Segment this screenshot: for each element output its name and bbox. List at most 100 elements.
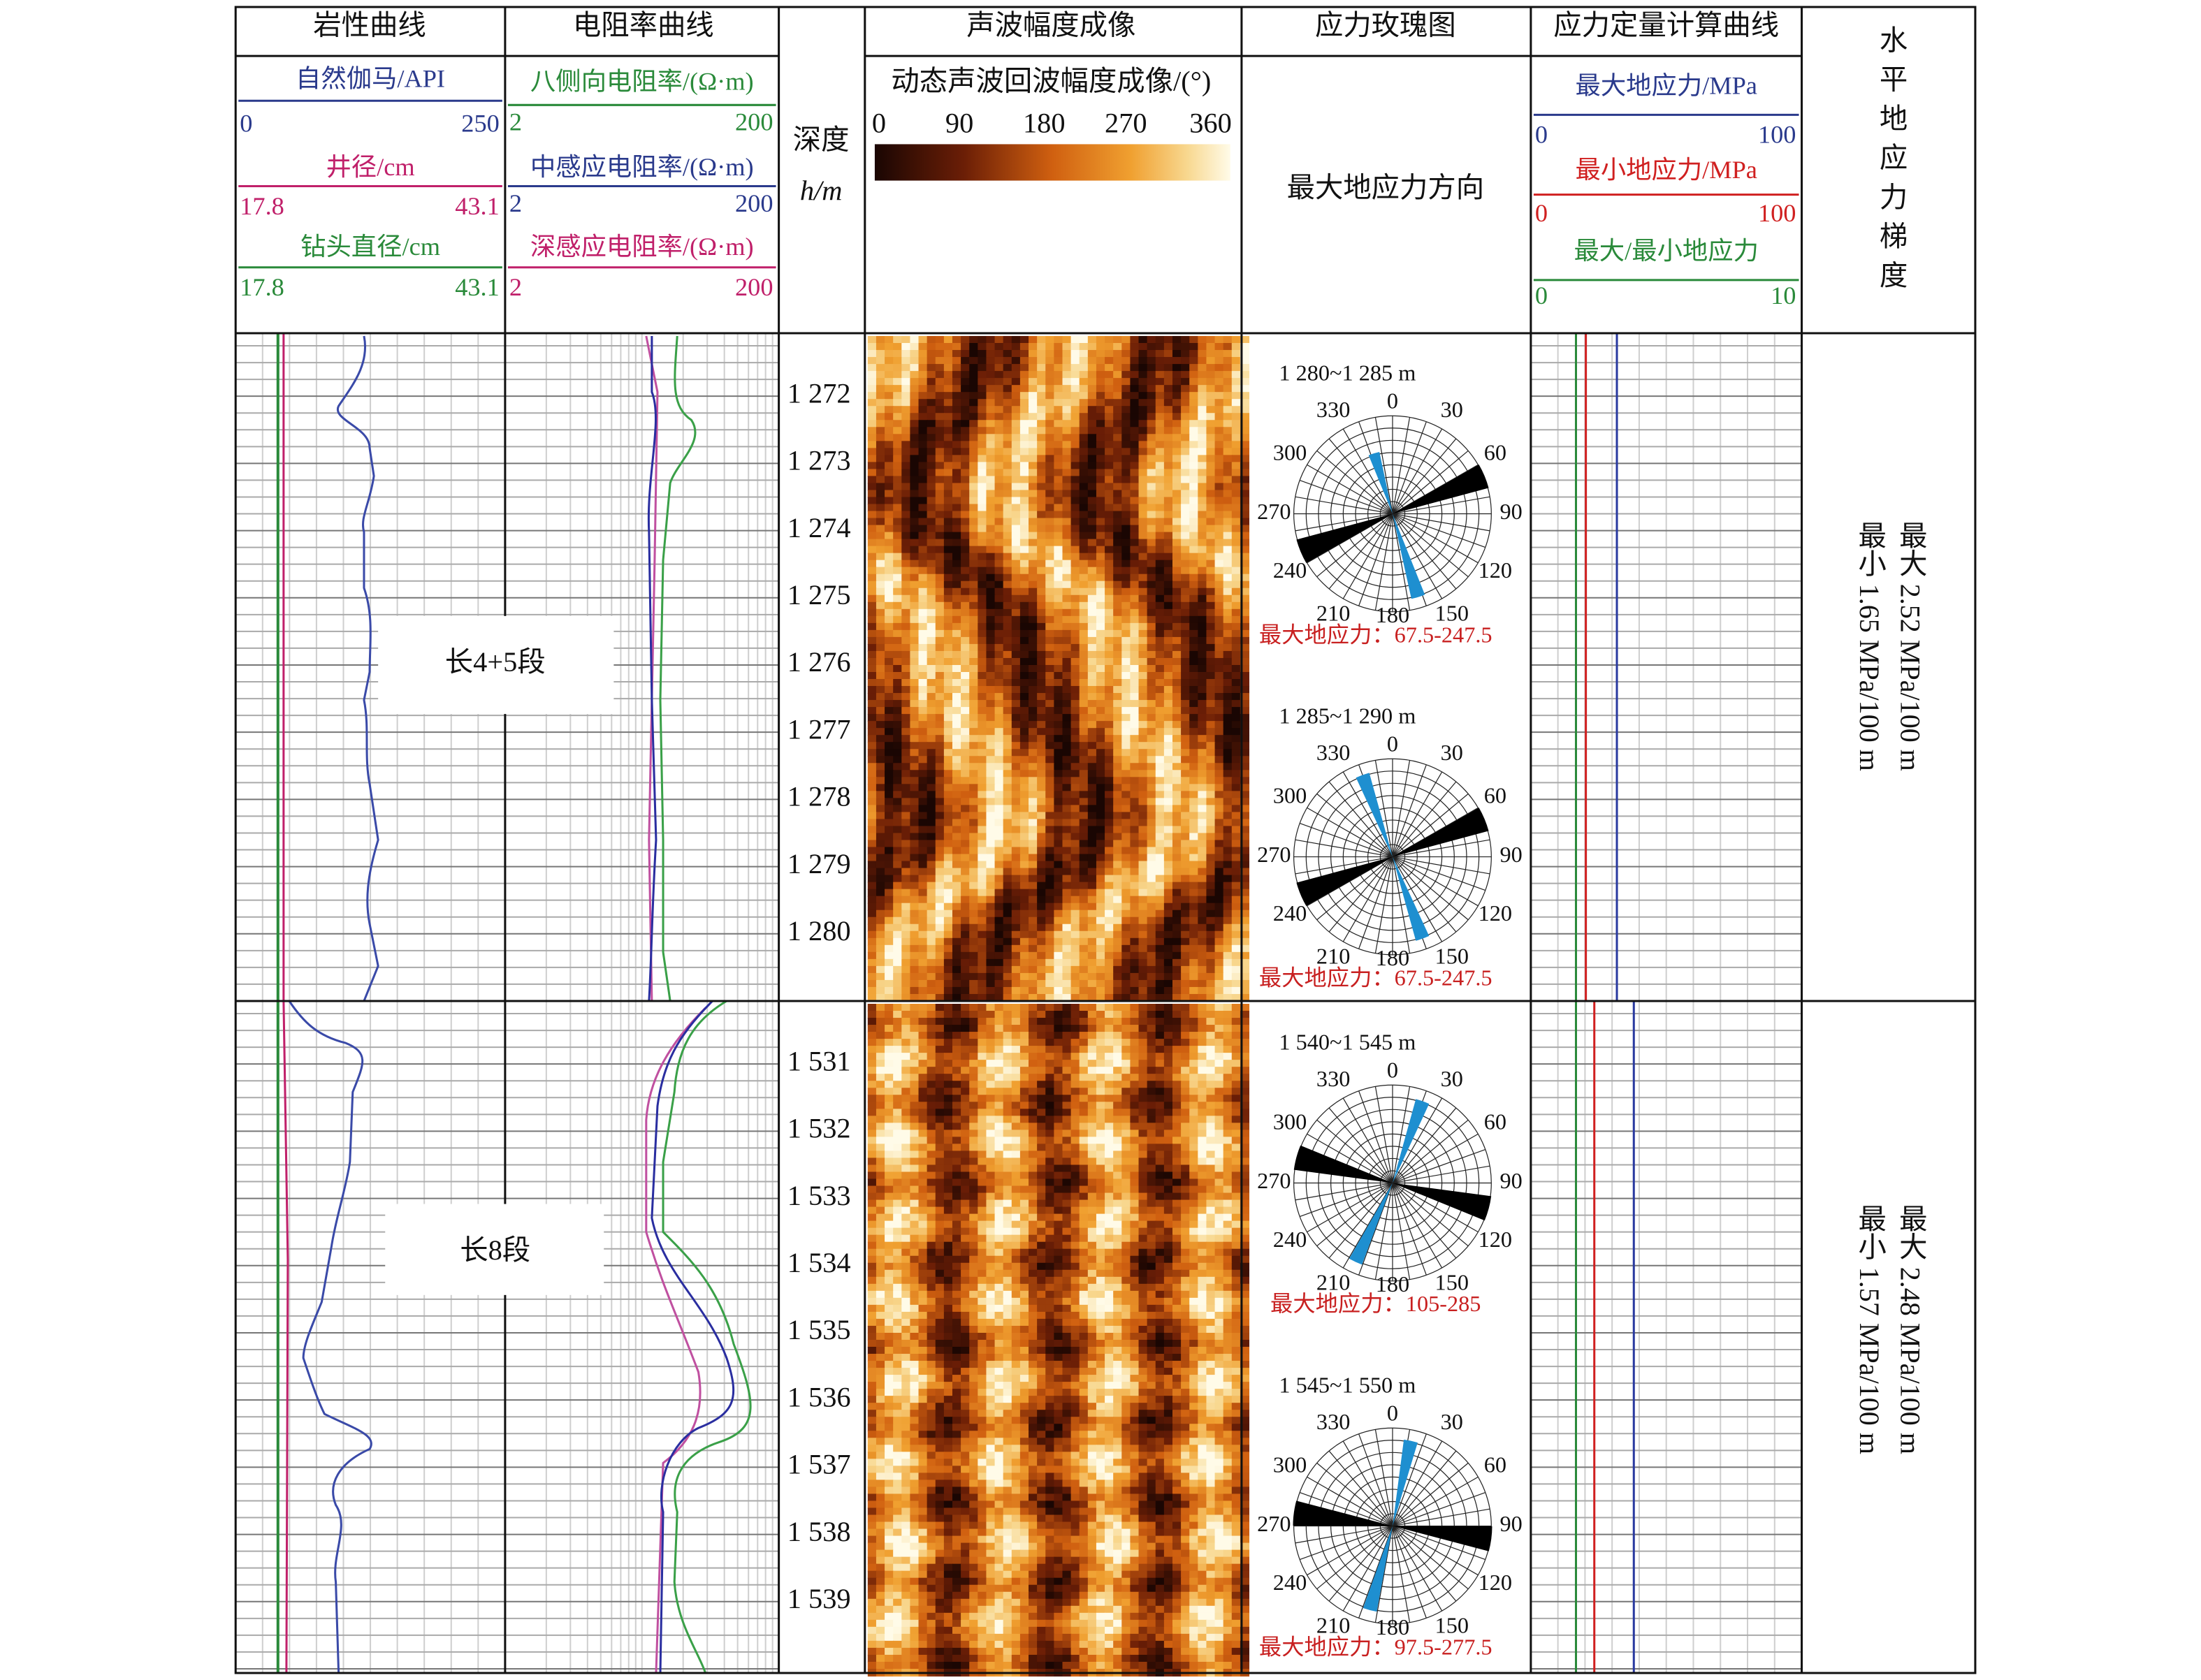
image-cell [1003,882,1012,890]
image-cell [1147,469,1156,477]
image-cell [1155,518,1165,526]
image-cell [867,679,877,687]
image-cell [1240,336,1250,344]
image-cell [1096,1011,1106,1019]
image-cell [1070,812,1080,820]
image-cell [994,693,1004,701]
image-cell [1037,455,1047,463]
image-cell [867,546,877,554]
image-cell [1181,1046,1191,1054]
image-cell [1231,657,1241,666]
image-cell [1087,833,1097,841]
image-cell [1087,629,1097,638]
image-cell [1155,643,1165,652]
image-cell [961,399,971,407]
image-cell [952,539,962,547]
image-cell [1113,560,1123,568]
image-cell [927,742,936,750]
image-cell [1121,798,1131,806]
image-cell [952,1032,962,1040]
image-cell [893,937,903,946]
image-cell [1062,742,1072,750]
image-cell [978,636,987,645]
image-cell [1070,657,1080,666]
image-cell [1198,427,1207,435]
image-cell [1214,923,1224,932]
image-cell [876,434,886,442]
image-cell [1155,371,1165,379]
image-cell [901,686,911,694]
image-cell [1147,923,1156,932]
image-cell [910,532,920,540]
image-cell [893,553,903,561]
image-cell [1163,910,1173,918]
image-cell [1019,587,1030,596]
image-cell [952,601,962,610]
image-cell [1189,679,1199,687]
image-cell [1214,343,1224,351]
image-cell [1079,693,1089,701]
image-cell [1011,615,1021,624]
image-cell [969,812,979,820]
image-cell [1223,1039,1233,1047]
image-cell [1087,958,1097,967]
image-cell [1113,951,1123,960]
image-cell [876,700,886,708]
image-cell [927,483,936,491]
image-cell [1079,469,1089,477]
image-cell [885,497,894,505]
image-cell [1062,875,1072,883]
image-cell [1070,574,1080,582]
image-cell [927,707,936,715]
image-cell [978,643,987,652]
image-cell [893,847,903,855]
image-cell [1019,364,1030,372]
image-cell [1206,700,1216,708]
image-cell [935,679,945,687]
image-cell [1062,937,1072,946]
image-cell [1011,455,1021,463]
image-cell [1223,441,1233,449]
image-cell [1062,567,1072,575]
image-cell [1096,791,1106,799]
image-cell [952,868,962,876]
image-cell [910,742,920,750]
image-cell [1189,707,1199,715]
image-cell [1087,756,1097,764]
image-cell [1231,615,1241,624]
image-cell [943,951,953,960]
image-cell [1130,875,1140,883]
image-cell [1231,742,1241,750]
image-cell [1003,420,1012,428]
image-cell [1214,986,1224,995]
image-cell [1045,986,1055,995]
image-cell [1198,1003,1207,1012]
image-cell [969,819,979,827]
image-cell [1172,525,1182,533]
image-cell [1096,455,1106,463]
image-cell [1029,441,1038,449]
image-cell [893,385,903,393]
image-cell [1105,343,1114,351]
image-cell [994,1060,1004,1068]
image-cell [935,462,945,470]
image-cell [1147,833,1156,841]
image-cell [1206,937,1216,946]
image-cell [1163,916,1173,925]
image-cell [901,679,911,687]
image-cell [1121,714,1131,722]
image-cell [1189,986,1199,995]
image-cell [1206,826,1216,834]
image-cell [1029,483,1038,491]
image-cell [1062,455,1072,463]
image-cell [1181,951,1191,960]
image-cell [901,525,911,533]
image-cell [867,672,877,680]
image-cell [885,546,894,554]
image-cell [1029,923,1038,932]
image-cell [943,608,953,617]
image-cell [1019,1046,1030,1054]
image-cell [994,826,1004,834]
image-cell [1130,993,1140,1002]
image-cell [1163,861,1173,869]
